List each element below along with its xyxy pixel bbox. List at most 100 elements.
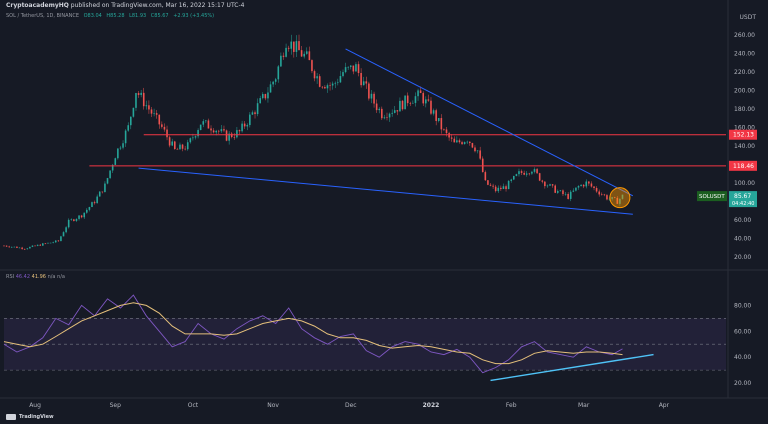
candle [241,123,243,132]
candle [88,207,91,210]
candle [347,66,349,68]
candle [386,117,388,118]
open-value: O83.04 [83,13,102,19]
candle [220,129,223,132]
candle [611,197,613,199]
symbol-tag [697,191,727,202]
countdown-label: 04:42:40 [732,201,754,207]
tradingview-watermark[interactable]: TradingView [6,414,54,420]
candle [533,169,536,172]
candle [259,98,261,104]
candle [158,114,161,125]
candle [556,191,559,193]
candle [577,186,580,188]
candle [287,47,290,49]
last-price-tag [729,191,757,208]
candle [316,76,318,79]
author-name[interactable]: CryptoacademyHQ [6,2,69,9]
candle [497,187,500,192]
candle [337,82,339,83]
candle [109,170,111,179]
symbol-legend: SOL / TetherUS, 1D, BINANCE O83.04 H85.2… [6,13,217,19]
candle [406,95,409,104]
candle [414,96,417,103]
candle [238,130,241,132]
candle [489,184,492,186]
candle [36,244,39,246]
candle [60,236,62,242]
candle [559,190,562,192]
candle [91,202,93,208]
candle [127,125,130,131]
candle [484,172,487,181]
candle [225,130,228,141]
rsi-ma-value: 41.96 [31,274,46,280]
candles-group [3,34,624,250]
candle [140,92,142,95]
candle [606,195,608,200]
candle [179,144,181,150]
candle [106,178,109,184]
rsi-rising-support [490,353,654,382]
candle [321,86,324,88]
time-tick-label: Nov [267,402,279,409]
candle [155,113,158,115]
candle [122,143,124,148]
rsi-na-values: n/a n/a [47,274,65,280]
symbol-title[interactable]: SOL / TetherUS, 1D, BINANCE [6,13,79,19]
candle [282,55,285,57]
candle [176,148,179,150]
candle [233,137,236,138]
candle [96,196,98,204]
candle [593,186,595,189]
candle [280,55,282,67]
candle [166,129,168,138]
candle [443,129,445,130]
candle [186,142,189,150]
price-tick-label: 100.00 [734,180,755,187]
rsi-label[interactable]: RSI [6,274,15,280]
candle [132,107,135,117]
candle [357,64,360,73]
time-tick-label: Oct [188,402,199,409]
candle [469,141,471,144]
candle [73,219,75,221]
candle [145,105,148,107]
candle [243,123,246,127]
price-tick-label: 220.00 [734,69,755,76]
candle [171,141,174,146]
candle [189,138,192,143]
candle [334,82,337,84]
candle [365,81,368,84]
candle [458,140,461,143]
rsi-legend: RSI 46.42 41.96 n/a n/a [6,274,65,280]
highlight-circle [609,187,631,209]
candle [114,158,117,165]
candle [383,117,386,119]
candle [215,130,218,133]
rsi-ma-line [3,302,623,365]
candle [544,181,546,187]
candle [34,245,36,247]
candle [585,181,588,187]
time-tick-label: Feb [506,402,517,409]
candle [13,246,16,248]
candle [562,190,564,195]
candle [326,85,329,89]
candle [502,186,505,190]
candle [298,41,300,51]
candle [329,85,331,86]
candle [551,184,554,186]
candle [83,212,86,218]
publish-header: CryptoacademyHQ published on TradingView… [6,2,244,9]
candle [621,194,624,199]
candle [163,126,166,130]
candle [148,105,150,110]
candle [450,137,453,139]
candle [311,60,313,72]
candle [119,147,122,149]
candle [368,83,370,99]
candle [230,133,233,138]
tradingview-logo-icon [6,414,16,420]
